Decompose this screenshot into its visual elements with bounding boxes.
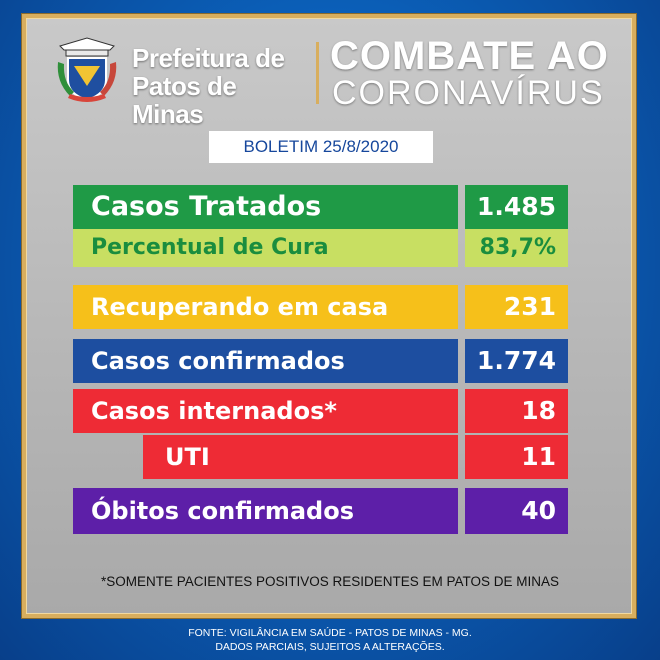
campaign-title: COMBATE AO	[330, 34, 609, 78]
organization-line-1: Prefeitura de	[132, 43, 285, 73]
header-divider	[316, 42, 319, 104]
treated-label: Casos Tratados	[73, 185, 458, 229]
icu-value: 11	[465, 435, 568, 479]
hospitalized-label: Casos internados*	[73, 389, 458, 433]
icu-label: UTI	[143, 435, 458, 479]
source-line-2: DADOS PARCIAIS, SUJEITOS A ALTERAÇÕES.	[215, 641, 445, 653]
cure-rate-value: 83,7%	[465, 229, 568, 267]
footnote: *SOMENTE PACIENTES POSITIVOS RESIDENTES …	[100, 574, 560, 589]
confirmed-label: Casos confirmados	[73, 339, 458, 383]
organization-line-2: Patos de Minas	[132, 71, 237, 129]
deaths-label: Óbitos confirmados	[73, 488, 458, 534]
bulletin-date-badge: BOLETIM 25/8/2020	[209, 131, 433, 163]
cure-rate-label: Percentual de Cura	[73, 229, 458, 267]
hospitalized-value: 18	[465, 389, 568, 433]
campaign-subtitle: CORONAVÍRUS	[332, 74, 605, 112]
treated-value: 1.485	[465, 185, 568, 229]
recovering-home-value: 231	[465, 285, 568, 329]
deaths-value: 40	[465, 488, 568, 534]
recovering-home-label: Recuperando em casa	[73, 285, 458, 329]
source-line-1: FONTE: VIGILÂNCIA EM SAÚDE - PATOS DE MI…	[188, 627, 472, 639]
organization-name: Prefeitura de Patos de Minas	[132, 44, 308, 128]
coat-of-arms-icon	[57, 37, 117, 102]
source-note: FONTE: VIGILÂNCIA EM SAÚDE - PATOS DE MI…	[0, 626, 660, 654]
confirmed-value: 1.774	[465, 339, 568, 383]
